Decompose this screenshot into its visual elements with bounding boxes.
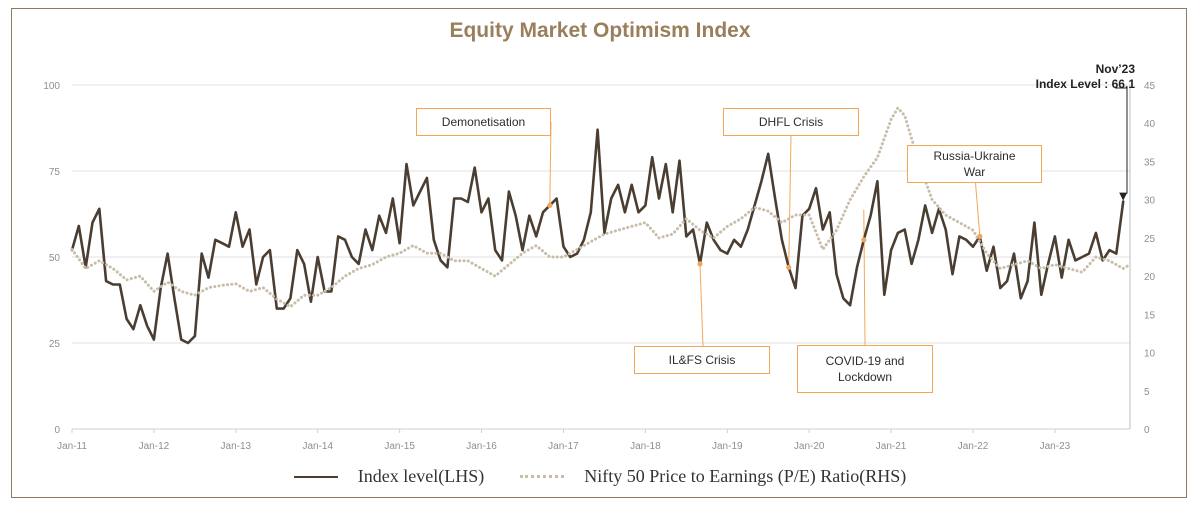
y-right-tick-label: 15 xyxy=(1144,310,1156,321)
x-tick-label: Jan-21 xyxy=(876,441,907,452)
x-tick-label: Jan-18 xyxy=(630,441,661,452)
y-right-tick-label: 0 xyxy=(1144,425,1150,436)
y-right-tick-label: 40 xyxy=(1144,119,1156,130)
annotation-marker xyxy=(786,264,792,270)
y-right-tick-label: 45 xyxy=(1144,81,1156,92)
y-right-tick-label: 25 xyxy=(1144,234,1156,245)
latest-value-callout: Nov’23 Index Level : 66.1 xyxy=(960,62,1135,92)
y-left-tick-label: 0 xyxy=(54,425,60,436)
x-tick-label: Jan-11 xyxy=(57,441,87,452)
y-left-tick-label: 50 xyxy=(49,253,61,264)
chart-frame xyxy=(11,8,1187,498)
annotation-covid-lockdown: COVID-19 and Lockdown xyxy=(797,345,933,393)
x-tick-label: Jan-15 xyxy=(384,441,415,452)
chart-legend: Index level(LHS) Nifty 50 Price to Earni… xyxy=(0,466,1200,487)
x-tick-label: Jan-14 xyxy=(302,441,333,452)
series-line-nifty-pe xyxy=(70,106,1132,309)
y-right-tick-label: 35 xyxy=(1144,157,1156,168)
y-right-tick-label: 5 xyxy=(1144,387,1150,398)
annotation-ilfs-crisis: IL&FS Crisis xyxy=(634,346,770,374)
annotation-demonetisation: Demonetisation xyxy=(416,108,551,136)
y-left-tick-label: 75 xyxy=(49,167,61,178)
x-tick-label: Jan-17 xyxy=(548,441,579,452)
annotation-dhfl-crisis: DHFL Crisis xyxy=(723,108,859,136)
y-left-tick-label: 100 xyxy=(43,81,60,92)
legend-item-pe: Nifty 50 Price to Earnings (P/E) Ratio(R… xyxy=(520,466,906,487)
callout-value: Index Level : 66.1 xyxy=(1035,77,1135,91)
x-tick-label: Jan-22 xyxy=(958,441,989,452)
series-line-index-level xyxy=(70,128,1125,345)
annotation-russia-ukraine-war: Russia-Ukraine War xyxy=(907,145,1042,183)
x-tick-label: Jan-19 xyxy=(712,441,743,452)
y-right-tick-label: 20 xyxy=(1144,272,1156,283)
y-right-tick-label: 30 xyxy=(1144,196,1156,207)
legend-swatch-dotted xyxy=(520,475,565,478)
x-tick-label: Jan-13 xyxy=(221,441,252,452)
legend-label-pe: Nifty 50 Price to Earnings (P/E) Ratio(R… xyxy=(584,466,907,486)
y-left-tick-label: 25 xyxy=(49,339,61,350)
annotation-marker xyxy=(547,202,553,208)
x-tick-label: Jan-12 xyxy=(139,441,170,452)
x-tick-label: Jan-16 xyxy=(466,441,497,452)
callout-date: Nov’23 xyxy=(1095,62,1135,76)
x-tick-label: Jan-23 xyxy=(1040,441,1071,452)
annotation-marker xyxy=(977,233,983,239)
callout-arrowhead xyxy=(1119,192,1128,201)
annotation-leader-ilfs xyxy=(699,263,704,347)
x-tick-label: Jan-20 xyxy=(794,441,825,452)
chart-title: Equity Market Optimism Index xyxy=(449,19,751,42)
legend-label-index: Index level(LHS) xyxy=(357,466,485,486)
annotation-marker xyxy=(697,261,703,267)
legend-item-index: Index level(LHS) xyxy=(293,466,485,487)
y-right-tick-label: 10 xyxy=(1144,349,1156,360)
callout-leader xyxy=(1115,87,1128,194)
annotation-marker xyxy=(861,237,867,243)
annotation-leader-dhfl xyxy=(788,135,792,268)
legend-swatch-solid xyxy=(293,475,338,478)
annotation-leader-covid xyxy=(863,209,866,346)
